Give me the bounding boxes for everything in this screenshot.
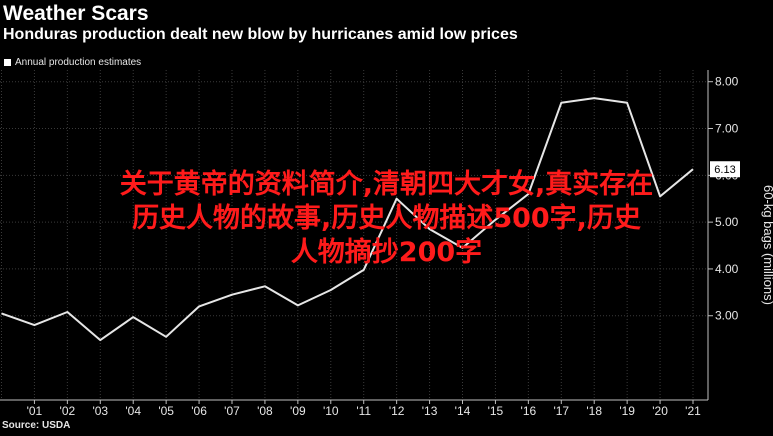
x-tick-label: '06	[191, 404, 207, 418]
y-tick-label: 4.00	[715, 262, 739, 276]
x-tick-label: '02	[60, 404, 76, 418]
last-value-box	[710, 161, 740, 178]
x-tick-label: '17	[553, 404, 569, 418]
x-tick-label: '16	[521, 404, 537, 418]
x-tick-label: '14	[455, 404, 471, 418]
x-tick-label: '05	[158, 404, 174, 418]
overlay-line-3: 人物摘抄200字	[290, 237, 483, 268]
legend-swatch	[4, 59, 11, 66]
chart-subtitle: Honduras production dealt new blow by hu…	[3, 26, 518, 43]
y-tick-label: 7.00	[715, 122, 739, 136]
series-line	[1, 97, 694, 342]
x-tick-label: '08	[257, 404, 273, 418]
legend: Annual production estimates	[4, 57, 141, 68]
y-axis-label: 60-kg bags (millions)	[761, 185, 773, 305]
x-tick-label: '21	[685, 404, 701, 418]
y-tick-label: 3.00	[715, 309, 739, 323]
source-note: Source: USDA	[2, 420, 71, 431]
x-tick-label: '07	[224, 404, 240, 418]
x-tick-label: '10	[323, 404, 339, 418]
overlay-text: 关于黄帝的资料简介,清朝四大才女,真实存在 历史人物的故事,历史人物描述500字…	[0, 168, 773, 270]
chart-title: Weather Scars	[3, 2, 149, 25]
x-tick-label: '13	[422, 404, 438, 418]
last-value-label: 6.13	[714, 164, 735, 176]
x-tick-label: '01	[27, 404, 43, 418]
legend-label: Annual production estimates	[15, 57, 142, 68]
overlay-line-2: 历史人物的故事,历史人物描述500字,历史	[132, 203, 641, 234]
x-tick-label: '04	[125, 404, 141, 418]
x-tick-label: '19	[619, 404, 635, 418]
x-tick-label: '09	[290, 404, 306, 418]
x-tick-label: '15	[488, 404, 504, 418]
overlay-line-1: 关于黄帝的资料简介,清朝四大才女,真实存在	[119, 169, 654, 200]
x-tick-label: '11	[356, 404, 371, 418]
x-tick-label: '20	[652, 404, 668, 418]
x-tick-label: '03	[92, 404, 108, 418]
x-tick-label: '18	[586, 404, 602, 418]
x-tick-label: '12	[389, 404, 405, 418]
y-tick-label: 8.00	[715, 75, 739, 89]
y-tick-label: 5.00	[715, 215, 739, 229]
